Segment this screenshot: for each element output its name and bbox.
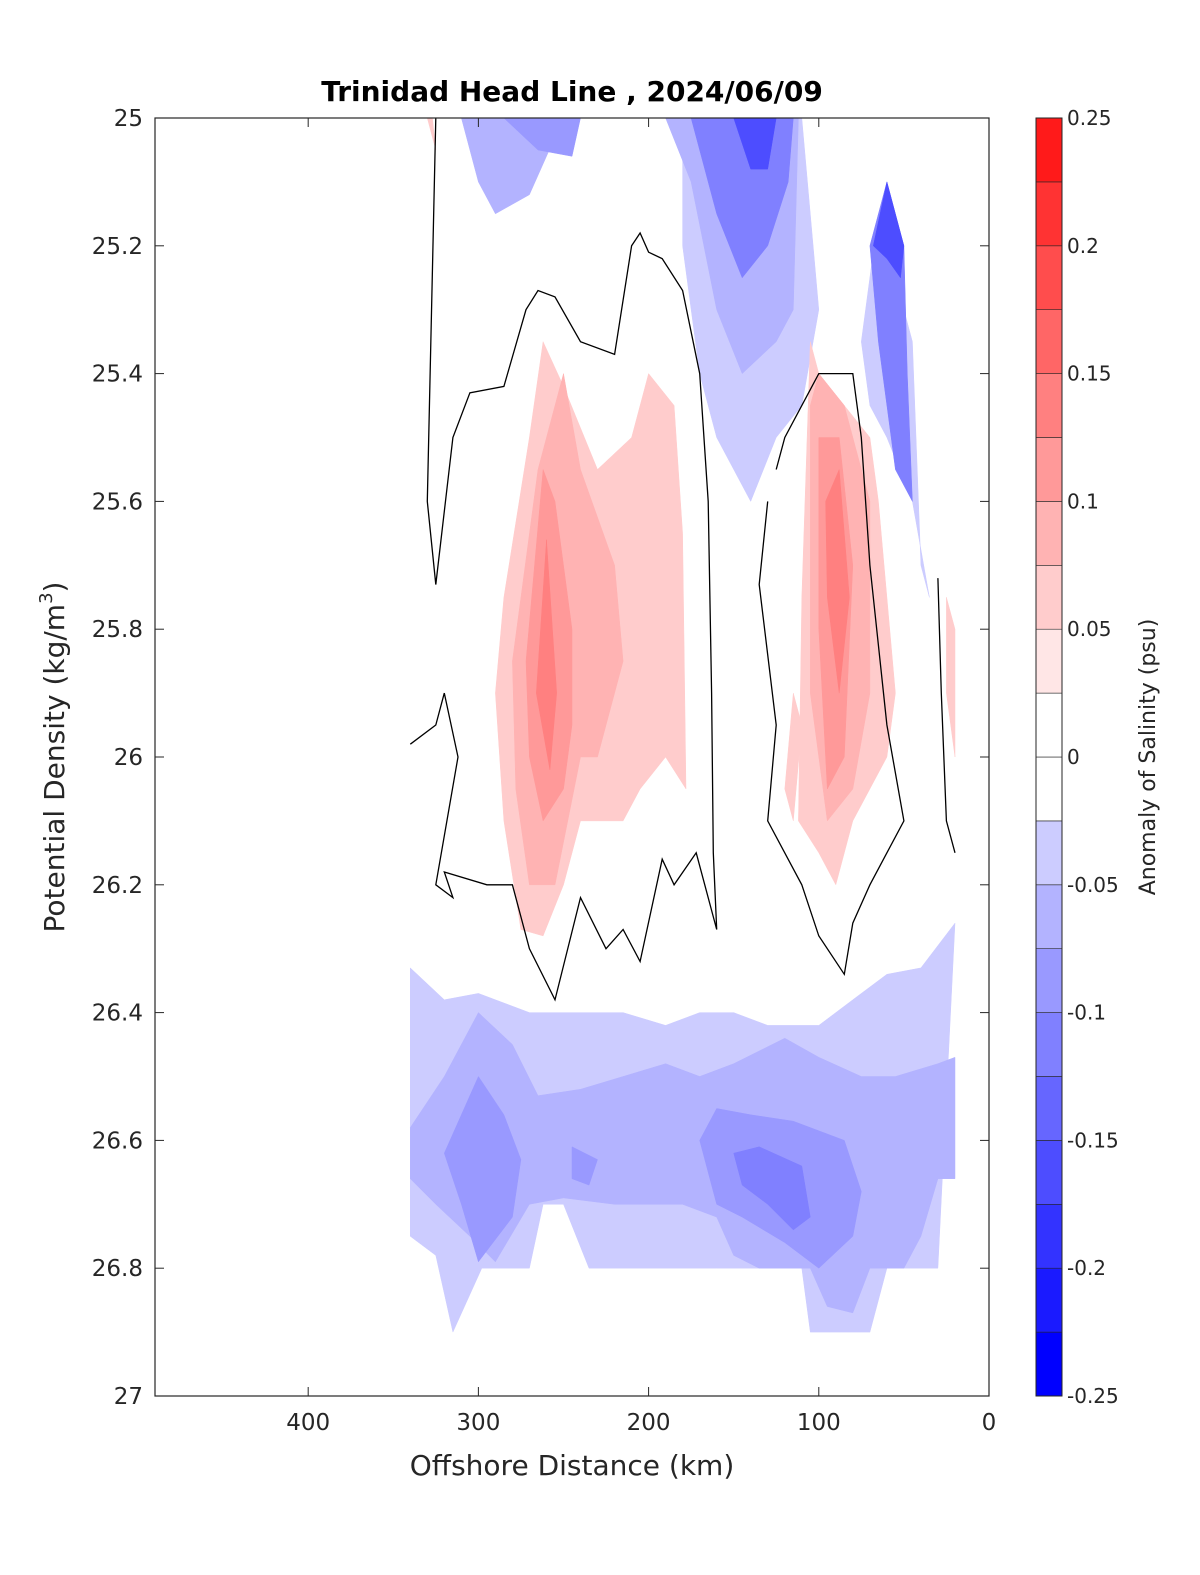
colorbar-band	[1035, 564, 1063, 630]
colorbar-tick-label: 0.1	[1067, 489, 1099, 513]
contour-region-9	[503, 118, 581, 157]
y-tick-label: 27	[114, 1384, 143, 1410]
colorbar-band	[1035, 1140, 1063, 1205]
zero-contour-2	[758, 372, 905, 977]
contour-region-5	[733, 1146, 811, 1231]
y-axis-title: Potential Density (kg/m3)	[36, 582, 71, 933]
colorbar-tick-label: -0.2	[1067, 1256, 1106, 1280]
x-axis: 400 300 200 100 0	[286, 118, 996, 1436]
colorbar-band	[1035, 373, 1063, 438]
y-tick-label: 25.6	[92, 489, 143, 515]
colorbar-band	[1035, 1204, 1063, 1269]
colorbar-band	[1035, 756, 1063, 822]
x-tick-label: 100	[797, 1410, 841, 1436]
colorbar-band	[1035, 1267, 1063, 1333]
x-tick-label: 0	[982, 1410, 997, 1436]
contour-region-12	[733, 118, 777, 170]
y-tick-label: 25	[114, 106, 143, 132]
contour-region-24	[784, 693, 803, 821]
contour-region-23	[825, 469, 850, 694]
plot-area	[154, 117, 990, 1397]
contour-region-26	[427, 118, 437, 151]
y-axis-title-main: Potential Density (kg/m	[38, 604, 71, 933]
y-tick-label: 26	[114, 745, 143, 771]
y-axis-title-sup: 3	[36, 592, 57, 603]
y-tick-label: 26.6	[92, 1128, 143, 1154]
contour-region-19	[536, 539, 557, 770]
colorbar-band	[1035, 948, 1063, 1013]
colorbar-band	[1035, 181, 1063, 247]
y-axis-title-close: )	[38, 582, 71, 593]
colorbar-band	[1035, 1012, 1063, 1077]
colorbar-ticks: -0.25 -0.2 -0.15 -0.1 -0.05 0 0.05 0.1 0.15 0.2 0.…	[1067, 106, 1119, 1408]
colorbar-tick-label: -0.15	[1067, 1128, 1119, 1152]
colorbar-band	[1035, 628, 1063, 694]
x-tick-label: 400	[286, 1410, 330, 1436]
colorbar-title: Anomaly of Salinity (psu)	[1136, 619, 1161, 896]
colorbar-band	[1035, 1331, 1063, 1397]
colorbar-tick-label: -0.25	[1067, 1384, 1119, 1408]
chart-title: Trinidad Head Line , 2024/06/09	[321, 75, 823, 108]
zero-contour-1	[409, 118, 718, 1002]
y-tick-label: 26.4	[92, 1001, 143, 1027]
y-tick-label: 25.8	[92, 617, 143, 643]
y-axis: 25 25.2 25.4 25.6 25.8 26 26.2 26.4 26.6 26.8 27	[92, 106, 989, 1410]
colorbar-band	[1035, 692, 1063, 758]
colorbar-bands	[1035, 117, 1063, 1397]
colorbar-tick-label: 0.15	[1067, 362, 1112, 386]
x-tick-label: 300	[456, 1410, 500, 1436]
colorbar-frame	[1035, 117, 1063, 1397]
colorbar-band	[1035, 884, 1063, 949]
x-tick-label: 200	[627, 1410, 671, 1436]
zero-contour-3	[937, 578, 956, 853]
colorbar-tick-label: -0.1	[1067, 1001, 1106, 1025]
colorbar: -0.25 -0.2 -0.15 -0.1 -0.05 0 0.05 0.1 0.15 0.2 0.…	[1035, 106, 1161, 1408]
colorbar-tick-label: 0.2	[1067, 234, 1099, 258]
contour-region-15	[873, 181, 905, 279]
x-axis-title: Offshore Distance (km)	[410, 1449, 735, 1482]
y-tick-label: 26.8	[92, 1256, 143, 1282]
colorbar-tick-label: 0	[1067, 745, 1080, 769]
colorbar-band	[1035, 117, 1063, 183]
colorbar-band	[1035, 437, 1063, 502]
zero-contour-lines	[409, 118, 956, 1002]
colorbar-tick-label: 0.05	[1067, 617, 1112, 641]
colorbar-tick-label: 0.25	[1067, 106, 1112, 130]
contour-region-3	[444, 1075, 522, 1263]
contour-fills	[410, 118, 956, 1333]
colorbar-band	[1035, 1076, 1063, 1141]
colorbar-band	[1035, 501, 1063, 566]
y-tick-label: 25.2	[92, 234, 143, 260]
colorbar-band	[1035, 309, 1063, 374]
colorbar-band	[1035, 820, 1063, 886]
contour-region-25	[946, 597, 956, 758]
contour-region-6	[571, 1146, 598, 1186]
y-tick-label: 25.4	[92, 362, 143, 388]
colorbar-band	[1035, 245, 1063, 311]
colorbar-tick-label: -0.05	[1067, 873, 1119, 897]
y-tick-label: 26.2	[92, 873, 143, 899]
